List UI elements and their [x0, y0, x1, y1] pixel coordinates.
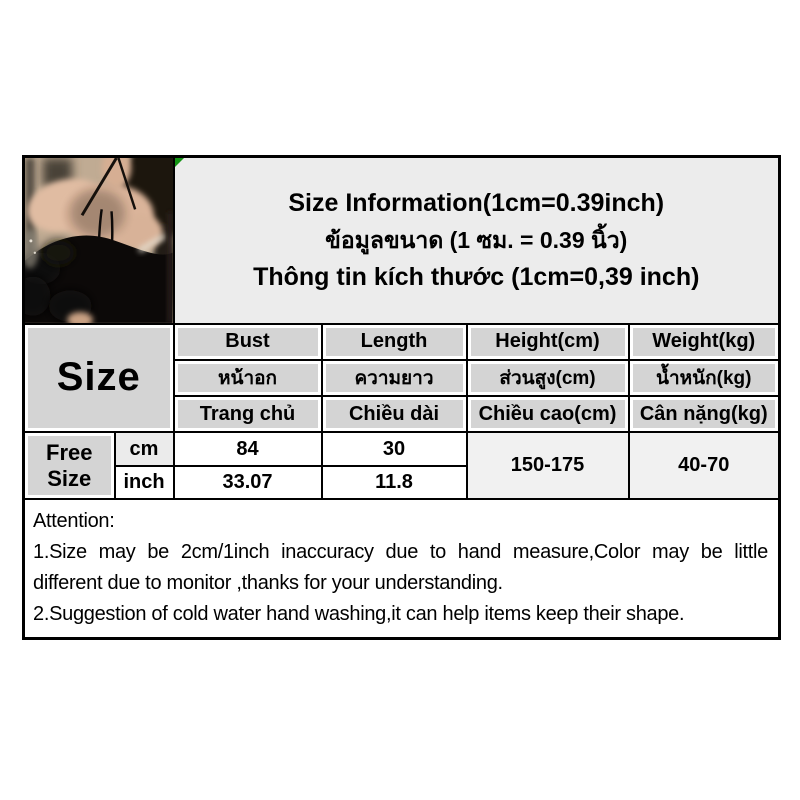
attention-heading: Attention:: [33, 510, 115, 533]
row-label-free-size: Free Size: [22, 431, 116, 501]
size-corner-cell: Size: [22, 322, 175, 434]
header-length-en: Length: [320, 322, 468, 361]
length-inch-value: 11.8: [320, 465, 468, 501]
header-bust-th: หน้าอก: [172, 358, 323, 397]
header-length-th: ความยาว: [320, 358, 468, 397]
header-length-vi: Chiều dài: [320, 394, 468, 434]
attention-item-1: 1.Size may be 2cm/1inch inaccuracy due t…: [33, 541, 768, 595]
size-info-title-block: Size Information(1cm=0.39inch) ข้อมูลขนา…: [172, 155, 781, 325]
unit-label-inch: inch: [113, 465, 175, 501]
bust-cm-value: 84: [172, 431, 323, 468]
header-height-vi: Chiều cao(cm): [465, 394, 630, 434]
size-information-table: Size Information(1cm=0.39inch) ข้อมูลขนา…: [22, 155, 781, 640]
product-photo: [22, 155, 175, 325]
header-weight-th: น้ำหนัก(kg): [627, 358, 781, 397]
header-bust-vi: Trang chủ: [172, 394, 323, 434]
header-height-th: ส่วนสูง(cm): [465, 358, 630, 397]
length-cm-value: 30: [320, 431, 468, 468]
weight-range-value: 40-70: [627, 431, 781, 501]
header-bust-en: Bust: [172, 322, 323, 361]
header-weight-vi: Cân nặng(kg): [627, 394, 781, 434]
attention-note: Attention: 1.Size may be 2cm/1inch inacc…: [22, 498, 781, 640]
header-weight-en: Weight(kg): [627, 322, 781, 361]
title-line-english: Size Information(1cm=0.39inch): [288, 188, 665, 217]
title-line-vietnamese: Thông tin kích thước (1cm=0,39 inch): [253, 262, 700, 291]
unit-label-cm: cm: [113, 431, 175, 468]
header-height-en: Height(cm): [465, 322, 630, 361]
height-range-value: 150-175: [465, 431, 630, 501]
bust-inch-value: 33.07: [172, 465, 323, 501]
title-line-thai: ข้อมูลขนาด (1 ซม. = 0.39 นิ้ว): [325, 226, 628, 253]
attention-item-2: 2.Suggestion of cold water hand washing,…: [33, 603, 685, 626]
green-corner-triangle-icon: [175, 158, 184, 167]
black-lace-top-photo: [25, 158, 172, 322]
